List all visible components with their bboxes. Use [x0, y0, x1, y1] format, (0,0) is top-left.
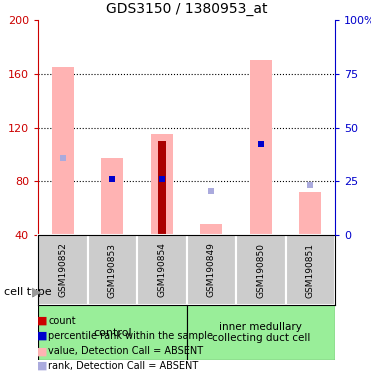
Title: GDS3150 / 1380953_at: GDS3150 / 1380953_at: [106, 2, 267, 16]
Text: control: control: [93, 328, 132, 338]
Text: value, Detection Call = ABSENT: value, Detection Call = ABSENT: [48, 346, 203, 356]
Bar: [286, 235, 335, 305]
Bar: [158, 141, 165, 235]
Bar: [299, 192, 321, 235]
Text: GSM190851: GSM190851: [306, 243, 315, 298]
Text: ▶: ▶: [32, 285, 41, 298]
Text: rank, Detection Call = ABSENT: rank, Detection Call = ABSENT: [48, 361, 198, 371]
Text: count: count: [48, 316, 76, 326]
Bar: [187, 235, 236, 305]
Bar: [151, 134, 173, 235]
Text: ■: ■: [37, 316, 47, 326]
Bar: [187, 305, 335, 360]
Bar: [200, 224, 222, 235]
Text: ■: ■: [37, 346, 47, 356]
Text: percentile rank within the sample: percentile rank within the sample: [48, 331, 213, 341]
Text: ■: ■: [37, 361, 47, 371]
Text: cell type: cell type: [4, 287, 51, 297]
Bar: [38, 305, 187, 360]
Text: GSM190850: GSM190850: [256, 243, 265, 298]
Bar: [137, 235, 187, 305]
Text: GSM190854: GSM190854: [157, 243, 166, 298]
Text: GSM190849: GSM190849: [207, 243, 216, 298]
Text: inner medullary
collecting duct cell: inner medullary collecting duct cell: [211, 322, 310, 343]
Text: GSM190853: GSM190853: [108, 243, 117, 298]
Bar: [101, 159, 124, 235]
Text: GSM190852: GSM190852: [58, 243, 67, 298]
Bar: [52, 67, 74, 235]
Bar: [250, 60, 272, 235]
Text: ■: ■: [37, 331, 47, 341]
Bar: [38, 235, 88, 305]
Bar: [88, 235, 137, 305]
Bar: [236, 235, 286, 305]
